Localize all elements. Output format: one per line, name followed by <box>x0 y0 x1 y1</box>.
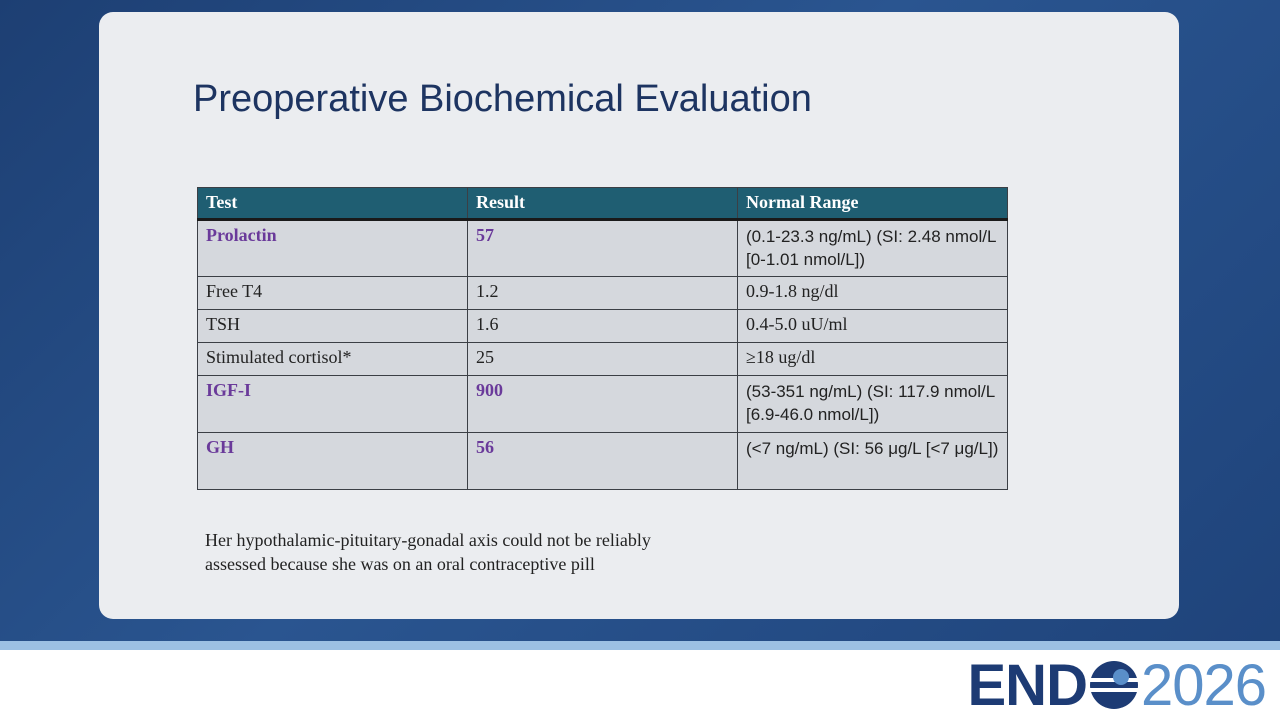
header-cell: Test <box>197 187 468 221</box>
cell: Free T4 <box>197 276 468 310</box>
lab-table: Test Result Normal Range Prolactin 57 (0… <box>197 187 1008 490</box>
cell: GH <box>197 432 468 490</box>
cell: 56 <box>467 432 738 490</box>
header-row: Test Result Normal Range <box>197 187 1008 221</box>
table-row: Stimulated cortisol* 25 ≥18 ug/dl <box>197 342 1008 376</box>
cell: ≥18 ug/dl <box>737 342 1008 376</box>
cell: (53-351 ng/mL) (SI: 117.9 nmol/L [6.9-46… <box>737 375 1008 433</box>
cell: 0.4-5.0 uU/ml <box>737 309 1008 343</box>
cell: (<7 ng/mL) (SI: 56 μg/L [<7 μg/L]) <box>737 432 1008 490</box>
cell: 1.6 <box>467 309 738 343</box>
table-row: IGF-I 900 (53-351 ng/mL) (SI: 117.9 nmol… <box>197 375 1008 433</box>
slide-card: Preoperative Biochemical Evaluation Test… <box>99 12 1179 619</box>
cell: 25 <box>467 342 738 376</box>
footnote-line: assessed because she was on an oral cont… <box>205 554 595 574</box>
footer-stripe <box>0 641 1280 650</box>
cell: TSH <box>197 309 468 343</box>
cell: IGF-I <box>197 375 468 433</box>
cell: (0.1-23.3 ng/mL) (SI: 2.48 nmol/L [0-1.0… <box>737 219 1008 277</box>
header-cell: Result <box>467 187 738 221</box>
footnote-line: Her hypothalamic-pituitary-gonadal axis … <box>205 530 651 550</box>
table-row: Free T4 1.2 0.9-1.8 ng/dl <box>197 276 1008 310</box>
footnote: Her hypothalamic-pituitary-gonadal axis … <box>205 528 651 576</box>
cell: Prolactin <box>197 219 468 277</box>
logo-left: END <box>967 652 1088 718</box>
footer <box>0 650 1280 720</box>
cell: 1.2 <box>467 276 738 310</box>
logo-globe <box>1086 661 1141 709</box>
cell: 900 <box>467 375 738 433</box>
cell: 0.9-1.8 ng/dl <box>737 276 1008 310</box>
table-row: Prolactin 57 (0.1-23.3 ng/mL) (SI: 2.48 … <box>197 219 1008 277</box>
logo-right: 2026 <box>1140 652 1267 718</box>
logo: END 2026 <box>967 652 1268 718</box>
table-row: TSH 1.6 0.4-5.0 uU/ml <box>197 309 1008 343</box>
header-cell: Normal Range <box>737 187 1008 221</box>
cell: Stimulated cortisol* <box>197 342 468 376</box>
cell: 57 <box>467 219 738 277</box>
slide-title: Preoperative Biochemical Evaluation <box>193 78 812 120</box>
table-row: GH 56 (<7 ng/mL) (SI: 56 μg/L [<7 μg/L]) <box>197 432 1008 490</box>
